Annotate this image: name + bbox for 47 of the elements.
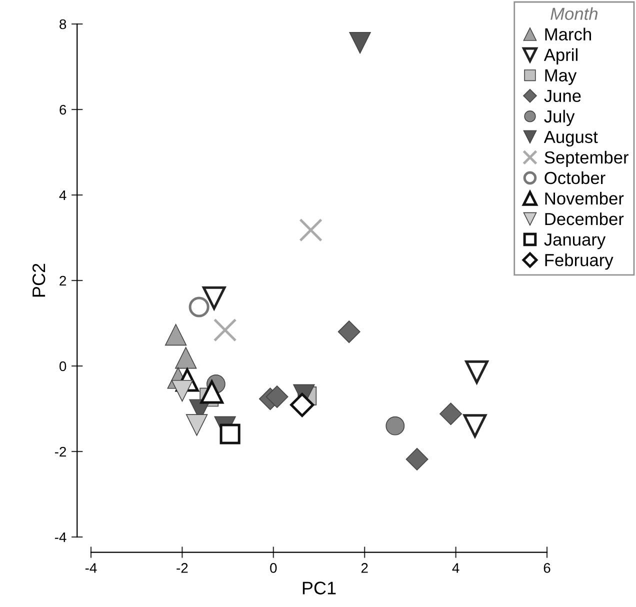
- y-tick-label: 0: [60, 361, 66, 372]
- point: [202, 286, 226, 310]
- point: [463, 414, 487, 438]
- legend-label: August: [544, 130, 598, 147]
- x-tick-label: 4: [452, 563, 460, 573]
- legend-label: October: [544, 171, 606, 184]
- y-tick-label: 2: [60, 276, 66, 286]
- x-tick-label: 6: [544, 563, 550, 573]
- x-tick-label: -4: [85, 563, 97, 573]
- point: [266, 386, 288, 408]
- legend-label: May: [545, 69, 577, 85]
- y-tick-label: 6: [60, 104, 66, 115]
- y-tick-label: 4: [59, 190, 66, 200]
- point: [220, 424, 240, 444]
- point: [349, 32, 371, 54]
- point: [186, 414, 208, 436]
- point: [164, 324, 187, 346]
- point: [465, 360, 488, 384]
- point: [338, 320, 360, 344]
- point: [290, 392, 314, 417]
- point: [386, 416, 405, 436]
- point: [188, 296, 210, 318]
- y-tick-label: -4: [54, 532, 66, 542]
- point: [200, 380, 224, 404]
- x-tick-label: 0: [270, 563, 277, 573]
- legend-label: September: [544, 150, 629, 168]
- y-axis-title: PC2: [32, 264, 46, 297]
- point: [406, 448, 428, 470]
- legend-label: January: [544, 234, 606, 250]
- point: [175, 347, 197, 369]
- x-axis-title: PC1: [302, 582, 336, 594]
- legend-title: Month: [550, 7, 598, 20]
- y-tick-label: -2: [54, 446, 66, 457]
- point: [440, 402, 462, 426]
- legend-label: December: [545, 212, 624, 226]
- legend-label: April: [544, 48, 578, 64]
- point: [299, 218, 322, 242]
- legend-label: July: [544, 110, 575, 126]
- point: [213, 318, 237, 342]
- legend-label: June: [544, 90, 581, 102]
- x-tick-label: -2: [176, 563, 188, 573]
- y-tick-label: 8: [60, 19, 66, 30]
- x-tick-label: 2: [361, 563, 368, 573]
- legend-label: March: [545, 28, 591, 40]
- legend-label: February: [545, 253, 614, 270]
- point: [171, 380, 194, 402]
- legend-label: November: [545, 192, 624, 205]
